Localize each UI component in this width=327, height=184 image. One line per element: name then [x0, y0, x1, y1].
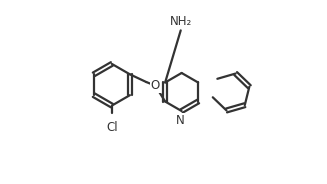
Text: Cl: Cl	[106, 121, 118, 134]
Text: N: N	[175, 114, 184, 127]
Text: NH₂: NH₂	[170, 15, 192, 28]
Text: O: O	[151, 79, 160, 92]
